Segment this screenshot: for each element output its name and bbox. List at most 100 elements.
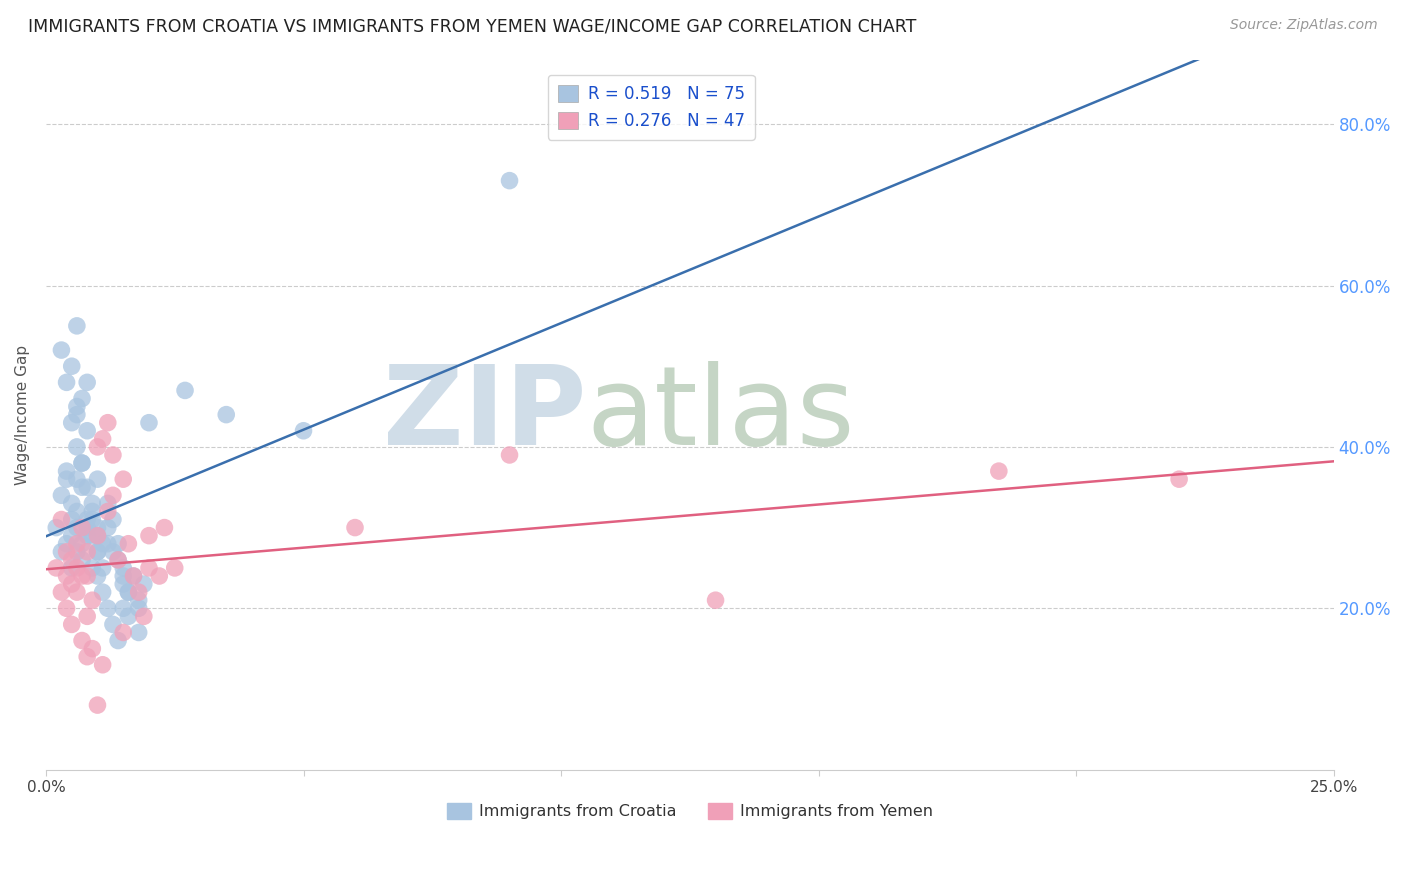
Point [60,561,83,575]
Point [51,488,73,502]
Point [112,472,135,486]
Point [82,504,104,518]
Point [70,633,93,648]
Text: Source: ZipAtlas.com: Source: ZipAtlas.com [1230,18,1378,32]
Point [112,577,135,591]
Point [76,480,98,494]
Point [70,569,93,583]
Point [97,537,120,551]
Point [60,496,83,510]
Point [97,601,120,615]
Point [97,504,120,518]
Point [66,318,89,333]
Point [82,496,104,510]
Point [51,512,73,526]
Point [122,569,145,583]
Point [1168,472,1191,486]
Point [128,625,150,640]
Point [101,617,124,632]
Point [45,520,67,534]
Point [987,464,1010,478]
Point [66,585,89,599]
Point [86,529,108,543]
Point [91,585,114,599]
Point [66,520,89,534]
Point [55,376,77,390]
Point [101,545,124,559]
Point [112,569,135,583]
Point [138,416,160,430]
Point [60,359,83,374]
Point [66,400,89,414]
Point [112,601,135,615]
Point [76,424,98,438]
Point [76,520,98,534]
Point [91,432,114,446]
Point [101,448,124,462]
Point [498,174,520,188]
Point [76,512,98,526]
Point [117,585,139,599]
Point [70,480,93,494]
Point [122,569,145,583]
Text: IMMIGRANTS FROM CROATIA VS IMMIGRANTS FROM YEMEN WAGE/INCOME GAP CORRELATION CHA: IMMIGRANTS FROM CROATIA VS IMMIGRANTS FR… [28,18,917,36]
Point [86,545,108,559]
Point [55,537,77,551]
Point [51,343,73,357]
Point [76,376,98,390]
Point [148,569,170,583]
Point [132,609,155,624]
Point [91,561,114,575]
Point [97,416,120,430]
Point [91,537,114,551]
Point [51,585,73,599]
Point [704,593,727,607]
Point [138,561,160,575]
Point [60,553,83,567]
Point [82,561,104,575]
Point [76,649,98,664]
Point [97,496,120,510]
Y-axis label: Wage/Income Gap: Wage/Income Gap [15,344,30,484]
Point [60,577,83,591]
Point [117,609,139,624]
Point [55,601,77,615]
Point [66,440,89,454]
Point [70,537,93,551]
Point [91,657,114,672]
Point [215,408,238,422]
Point [86,569,108,583]
Point [112,561,135,575]
Point [112,625,135,640]
Point [70,392,93,406]
Point [70,553,93,567]
Point [60,617,83,632]
Point [45,561,67,575]
Point [60,512,83,526]
Point [117,585,139,599]
Point [117,537,139,551]
Point [76,529,98,543]
Point [128,601,150,615]
Point [76,569,98,583]
Point [343,520,366,534]
Point [82,641,104,656]
Text: ZIP: ZIP [384,361,586,468]
Point [70,520,93,534]
Point [174,384,197,398]
Point [107,553,129,567]
Legend: Immigrants from Croatia, Immigrants from Yemen: Immigrants from Croatia, Immigrants from… [440,797,939,826]
Point [292,424,315,438]
Point [70,456,93,470]
Point [55,464,77,478]
Point [55,569,77,583]
Point [76,609,98,624]
Point [128,593,150,607]
Point [107,537,129,551]
Point [66,537,89,551]
Point [66,472,89,486]
Point [70,456,93,470]
Point [86,520,108,534]
Point [86,529,108,543]
Point [66,561,89,575]
